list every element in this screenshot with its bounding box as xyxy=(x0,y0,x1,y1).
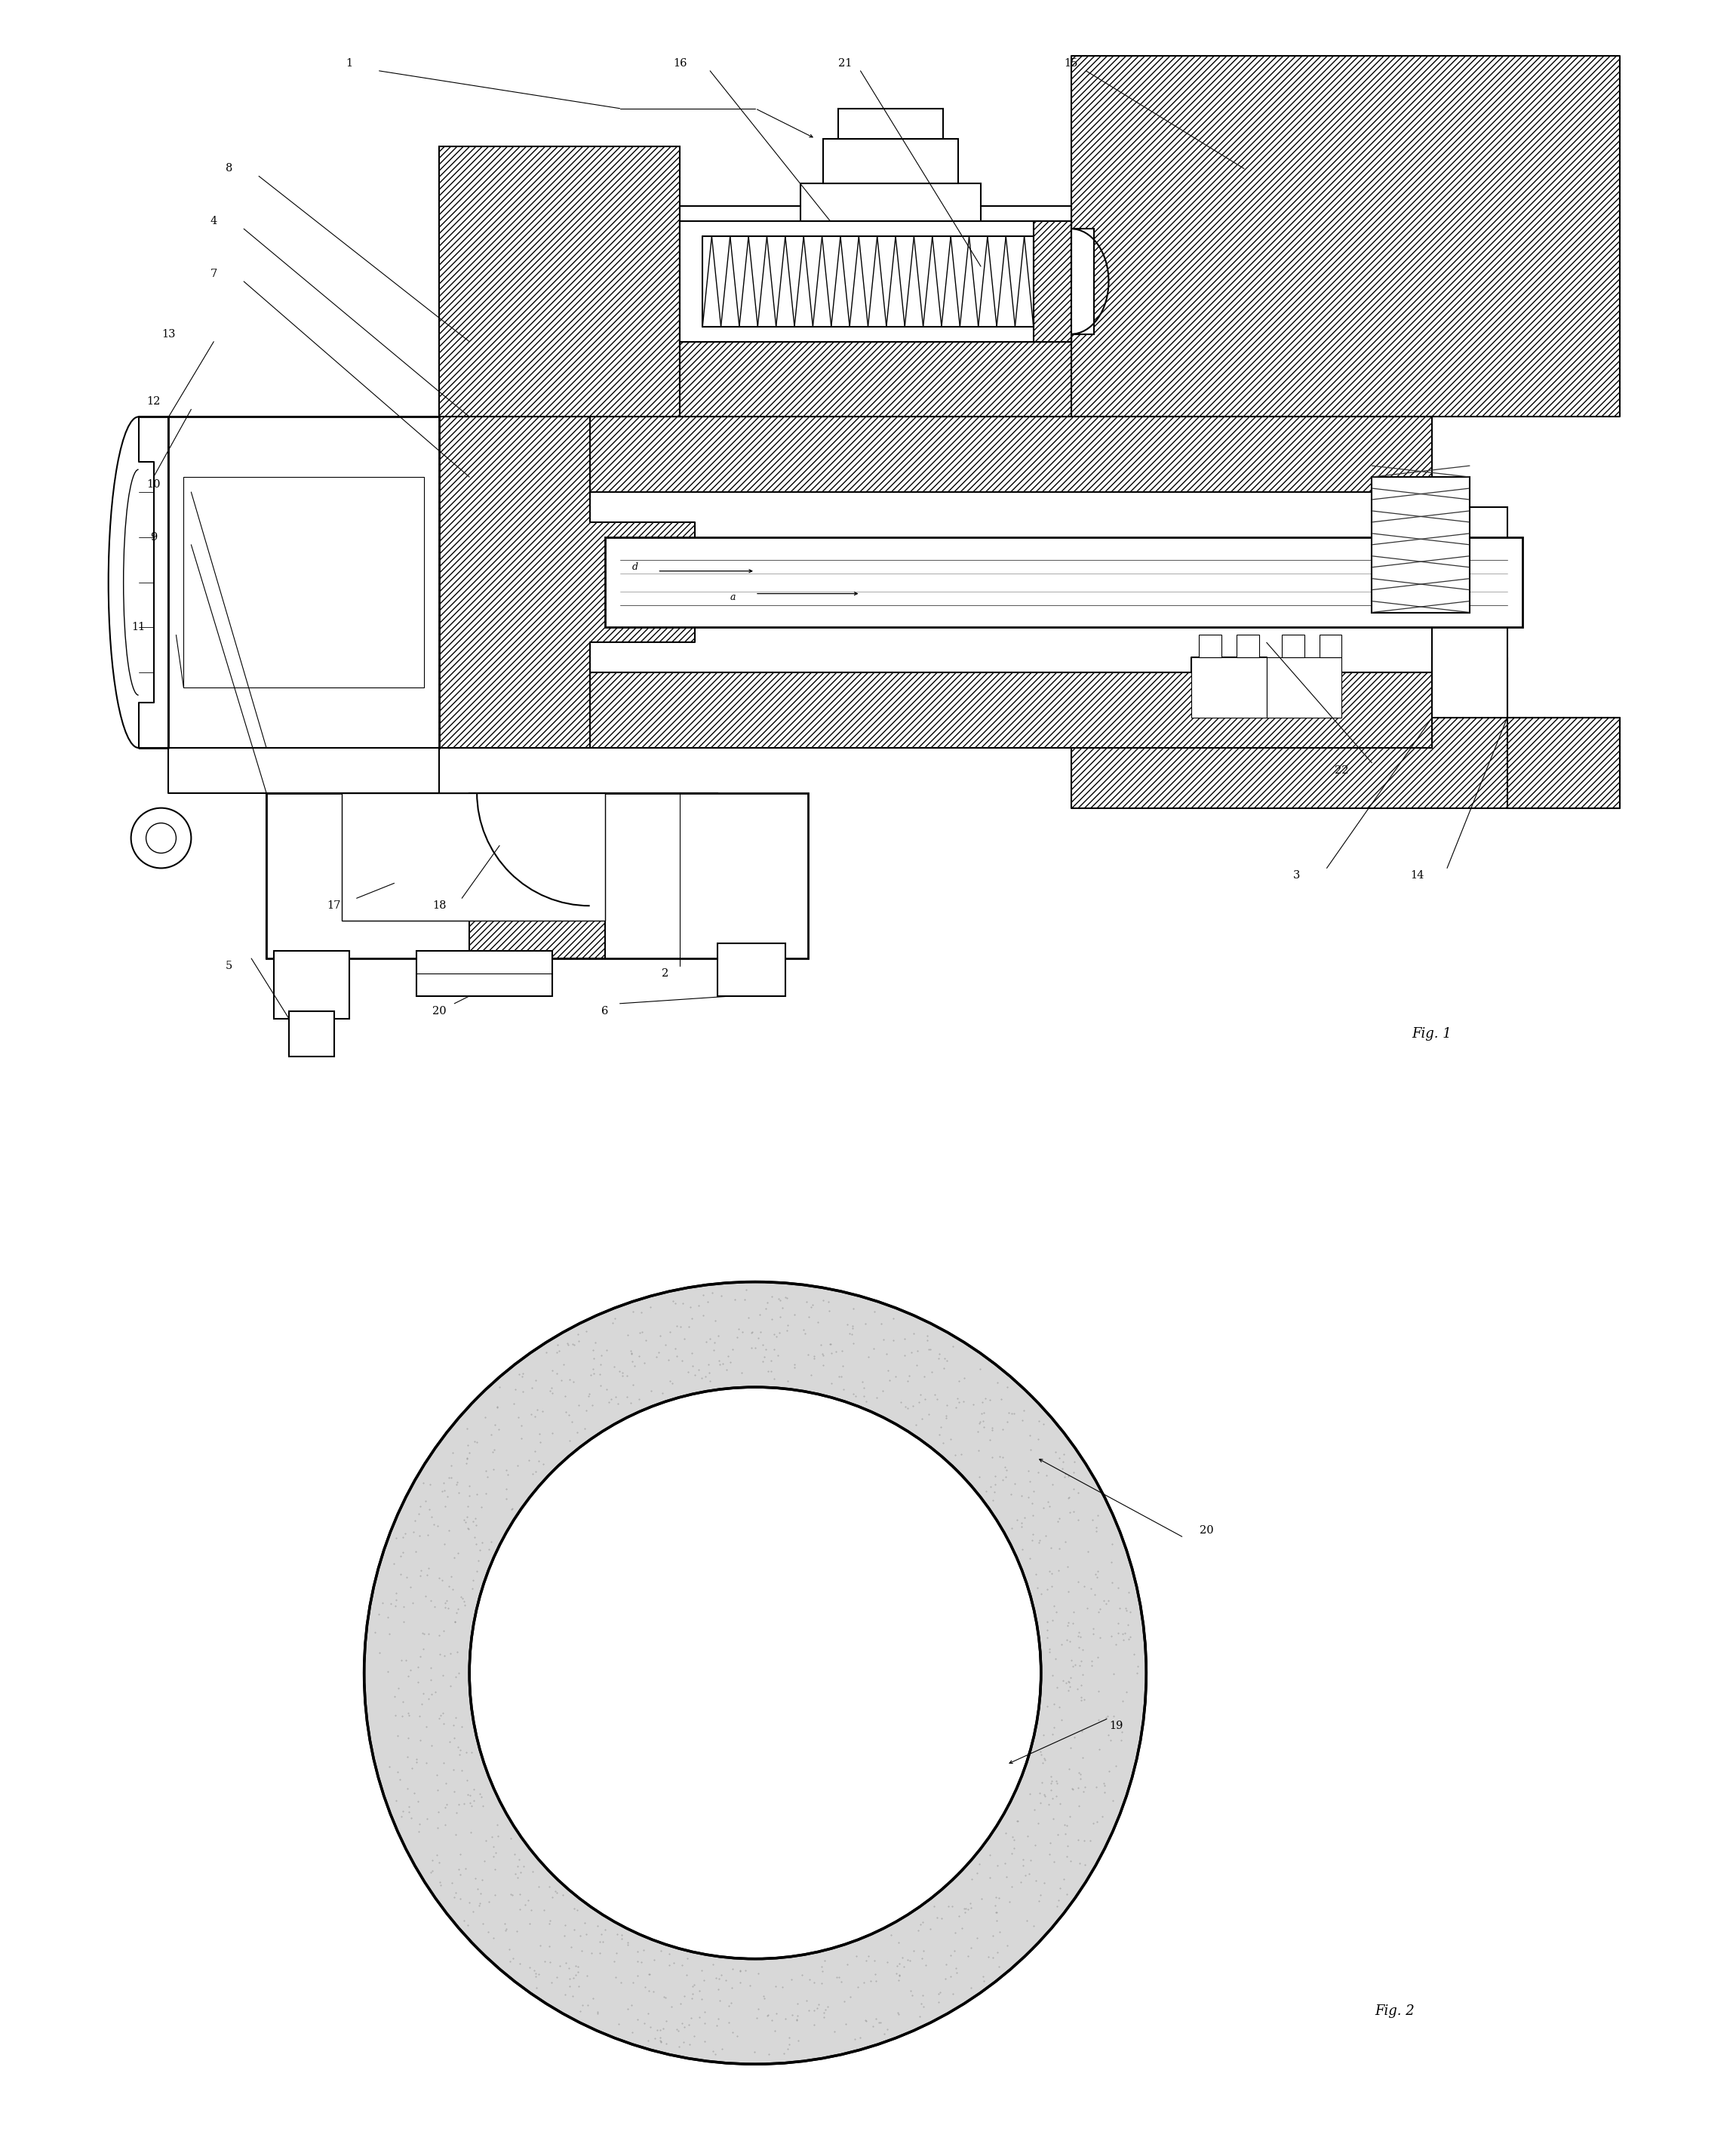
Bar xyxy=(1432,507,1507,718)
Polygon shape xyxy=(1071,658,1620,808)
Bar xyxy=(266,793,342,959)
Bar xyxy=(1267,658,1342,718)
Text: 5: 5 xyxy=(226,961,233,972)
Bar xyxy=(604,793,717,959)
Text: 11: 11 xyxy=(132,621,146,632)
Text: 18: 18 xyxy=(432,901,446,912)
Text: 17: 17 xyxy=(326,901,340,912)
Polygon shape xyxy=(1507,718,1620,808)
Bar xyxy=(681,342,1071,417)
Text: 9: 9 xyxy=(149,531,156,542)
Text: 12: 12 xyxy=(146,396,160,406)
Text: d: d xyxy=(632,563,637,572)
Bar xyxy=(184,477,424,688)
Text: a: a xyxy=(729,593,736,602)
Bar xyxy=(288,1010,333,1056)
Bar xyxy=(1191,658,1267,718)
Bar xyxy=(417,950,552,995)
Polygon shape xyxy=(168,688,439,748)
Bar xyxy=(838,108,943,138)
Text: 20: 20 xyxy=(1200,1524,1213,1535)
Text: 2: 2 xyxy=(661,967,668,978)
Text: 16: 16 xyxy=(674,58,687,69)
Text: 22: 22 xyxy=(1335,765,1349,776)
Bar xyxy=(1319,634,1342,658)
Bar xyxy=(439,417,1432,492)
Bar xyxy=(266,793,807,959)
Bar xyxy=(168,417,439,477)
Polygon shape xyxy=(439,417,694,748)
Bar xyxy=(469,793,604,959)
Bar xyxy=(274,950,349,1019)
Bar xyxy=(342,793,604,920)
Text: 13: 13 xyxy=(161,329,175,340)
Bar xyxy=(1071,228,1094,333)
Text: 14: 14 xyxy=(1410,871,1424,881)
Circle shape xyxy=(130,808,191,869)
Bar xyxy=(823,138,958,183)
Text: 4: 4 xyxy=(210,215,217,226)
Polygon shape xyxy=(139,417,168,748)
Bar xyxy=(266,920,807,959)
Text: 6: 6 xyxy=(601,1006,608,1017)
Bar xyxy=(717,944,785,995)
Bar xyxy=(681,221,1071,342)
Polygon shape xyxy=(1071,56,1620,417)
Text: 19: 19 xyxy=(1109,1720,1123,1731)
Bar xyxy=(168,688,439,748)
Text: 8: 8 xyxy=(226,163,233,174)
Text: Fig. 2: Fig. 2 xyxy=(1375,2004,1415,2019)
Ellipse shape xyxy=(365,1281,1146,2064)
Bar xyxy=(681,206,1071,342)
Bar xyxy=(1371,477,1470,613)
Bar xyxy=(439,673,1432,748)
Bar xyxy=(1033,221,1071,342)
Bar xyxy=(1236,634,1259,658)
Text: 3: 3 xyxy=(1293,871,1300,881)
Text: 7: 7 xyxy=(210,269,217,280)
Bar xyxy=(1281,634,1304,658)
Text: 1: 1 xyxy=(345,58,352,69)
Circle shape xyxy=(146,823,175,854)
Text: 15: 15 xyxy=(1064,58,1078,69)
Text: 10: 10 xyxy=(146,479,160,490)
Text: 20: 20 xyxy=(432,1006,446,1017)
Polygon shape xyxy=(168,748,439,793)
Text: Fig. 1: Fig. 1 xyxy=(1411,1028,1451,1041)
Bar xyxy=(800,183,981,221)
Bar xyxy=(439,146,681,417)
Bar xyxy=(168,417,439,748)
Bar xyxy=(1200,634,1222,658)
Bar xyxy=(604,538,1522,628)
Ellipse shape xyxy=(469,1387,1042,1959)
Text: 21: 21 xyxy=(838,58,852,69)
